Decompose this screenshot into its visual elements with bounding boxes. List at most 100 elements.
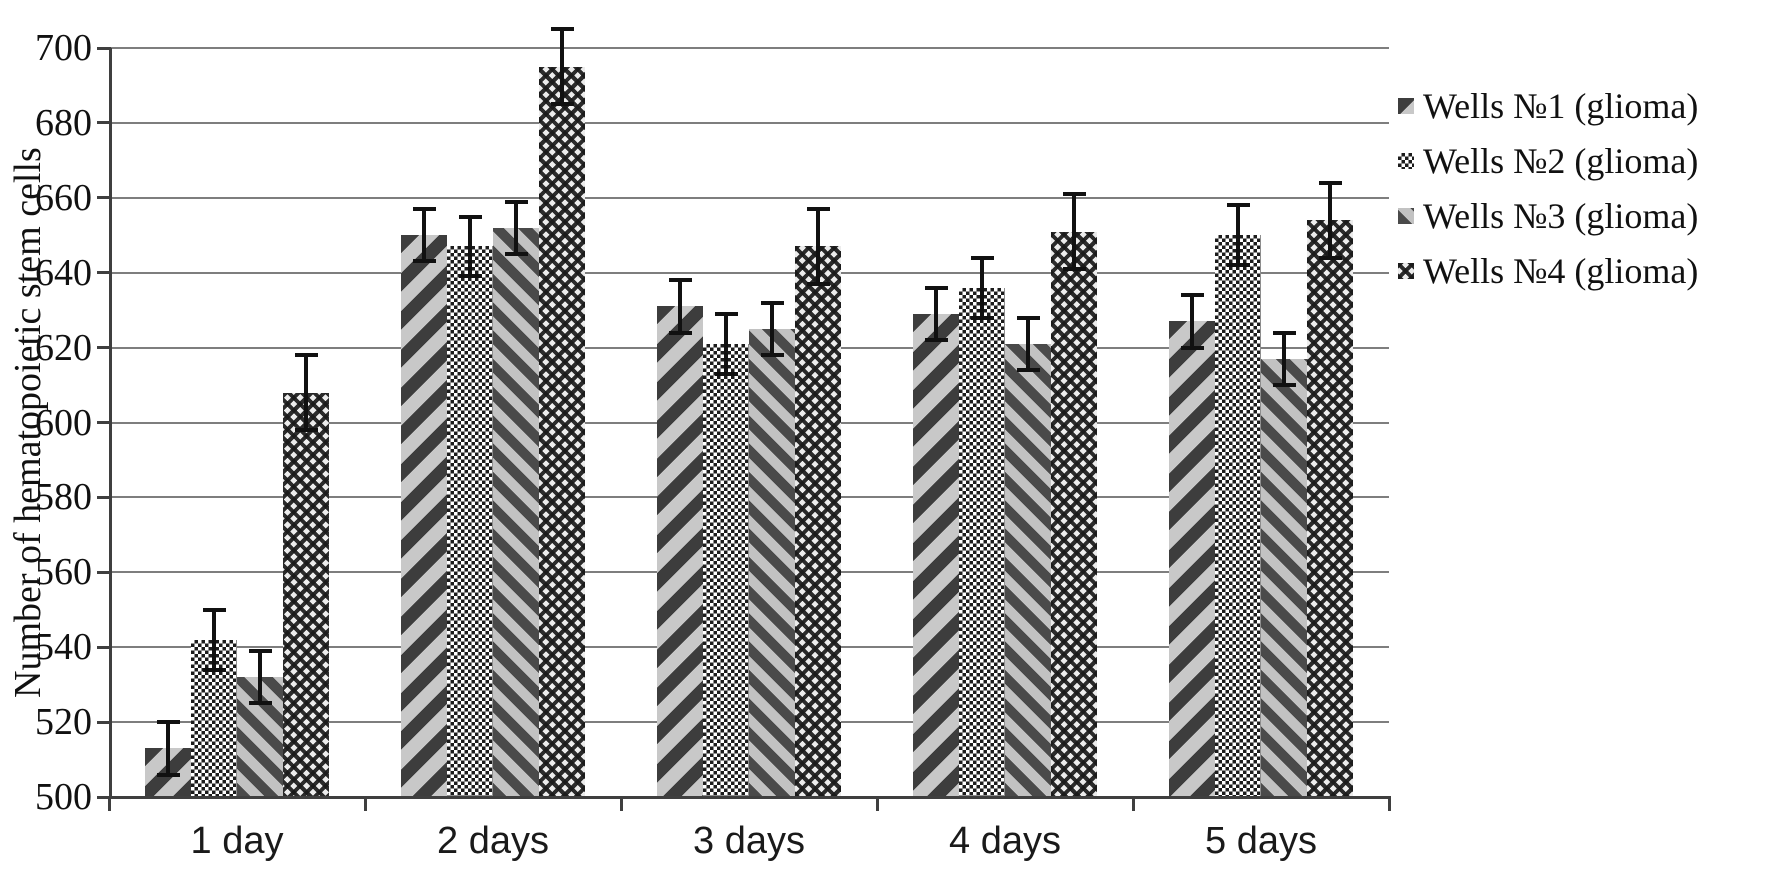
bar-s2-3days	[703, 343, 749, 797]
error-bar-bottom-cap	[412, 259, 436, 264]
error-bar-line	[678, 280, 682, 333]
x-category-label: 4 days	[949, 820, 1061, 862]
error-bar-bottom-cap	[248, 701, 272, 706]
bar-s4-3days	[795, 246, 841, 797]
error-bar-line	[468, 216, 472, 277]
error-bar-top-cap	[1272, 330, 1296, 335]
fine-checkerboard-swatch-icon	[1398, 152, 1414, 169]
error-bar-bottom-cap	[458, 274, 482, 279]
bar-s3-2days	[493, 227, 539, 797]
error-bar-bottom-cap	[202, 667, 226, 672]
y-tick-mark	[97, 346, 111, 350]
bar-s2-5days	[1215, 235, 1261, 797]
bar-s1-2days	[401, 235, 447, 797]
legend: Wells №1 (glioma) Wells №2 (glioma) Wells …	[1398, 78, 1698, 298]
x-tick-mark	[108, 798, 111, 811]
error-bar-line	[1328, 182, 1332, 258]
y-tick-mark	[97, 495, 111, 499]
error-bar-bottom-cap	[1226, 263, 1250, 268]
error-bar-bottom-cap	[1272, 383, 1296, 388]
bar-s4-2days	[539, 66, 585, 797]
bar-s1-5days	[1169, 321, 1215, 797]
bar-s1-3days	[657, 306, 703, 797]
x-tick-mark	[364, 798, 367, 811]
error-bar-line	[1282, 332, 1286, 386]
y-tick-label: 700	[35, 27, 92, 69]
gridline	[109, 196, 1389, 199]
legend-label: Wells №4 (glioma)	[1423, 250, 1699, 291]
error-bar-top-cap	[248, 648, 272, 653]
error-bar-bottom-cap	[1062, 266, 1086, 271]
bar-s2-2days	[447, 246, 493, 797]
error-bar-bottom-cap	[714, 371, 738, 376]
error-bar-top-cap	[970, 255, 994, 260]
error-bar-line	[258, 650, 262, 704]
diagonal-down-stripes-swatch-icon	[1398, 207, 1414, 224]
error-bar-top-cap	[504, 199, 528, 204]
legend-item: Wells №1 (glioma)	[1398, 78, 1698, 133]
error-bar-bottom-cap	[294, 427, 318, 432]
error-bar-line	[304, 355, 308, 430]
y-tick-label: 540	[35, 626, 92, 669]
error-bar-bottom-cap	[806, 281, 830, 286]
bar-s4-5days	[1307, 220, 1353, 797]
diamond-checkerboard-swatch-icon	[1398, 262, 1414, 279]
error-bar-bottom-cap	[970, 315, 994, 320]
y-tick-label: 580	[35, 476, 92, 519]
error-bar-line	[816, 209, 820, 284]
error-bar-bottom-cap	[668, 330, 692, 335]
bar-s2-4days	[959, 287, 1005, 797]
y-tick-mark	[97, 720, 111, 724]
error-bar-top-cap	[924, 285, 948, 290]
y-tick-mark	[97, 46, 111, 50]
error-bar-bottom-cap	[156, 772, 180, 777]
error-bar-top-cap	[458, 214, 482, 219]
error-bar-bottom-cap	[924, 338, 948, 343]
gridline	[109, 47, 1389, 49]
error-bar-line	[980, 257, 984, 318]
error-bar-bottom-cap	[504, 251, 528, 256]
y-tick-mark	[97, 645, 111, 649]
error-bar-top-cap	[1016, 315, 1040, 320]
x-tick-mark	[1388, 798, 1391, 811]
y-tick-mark	[97, 570, 111, 574]
x-category-label: 1 day	[190, 820, 284, 862]
bar-s4-4days	[1051, 231, 1097, 797]
legend-label: Wells №3 (glioma)	[1423, 195, 1699, 236]
y-tick-label: 680	[35, 101, 92, 144]
error-bar-bottom-cap	[550, 102, 574, 107]
y-tick-label: 500	[35, 776, 92, 818]
error-bar-line	[514, 201, 518, 254]
gridline	[109, 271, 1389, 274]
error-bar-line	[422, 209, 426, 262]
error-bar-line	[560, 29, 564, 105]
y-tick-mark	[97, 795, 111, 799]
error-bar-top-cap	[550, 27, 574, 32]
y-tick-mark	[97, 196, 111, 200]
error-bar-top-cap	[294, 353, 318, 358]
bar-s3-4days	[1005, 343, 1051, 797]
error-bar-top-cap	[668, 278, 692, 283]
x-category-label: 5 days	[1205, 820, 1317, 862]
error-bar-line	[724, 313, 728, 374]
bar-s4-1day	[283, 392, 329, 797]
error-bar-top-cap	[806, 207, 830, 212]
error-bar-top-cap	[156, 720, 180, 725]
error-bar-bottom-cap	[1318, 255, 1342, 260]
error-bar-line	[770, 302, 774, 356]
x-tick-mark	[876, 798, 879, 811]
error-bar-line	[1072, 194, 1076, 269]
x-category-label: 2 days	[437, 820, 549, 862]
error-bar-top-cap	[760, 300, 784, 305]
error-bar-top-cap	[1180, 293, 1204, 298]
y-tick-mark	[97, 121, 111, 125]
error-bar-line	[166, 722, 170, 775]
error-bar-top-cap	[1062, 192, 1086, 197]
error-bar-line	[1190, 295, 1194, 348]
error-bar-top-cap	[202, 607, 226, 612]
y-tick-label: 520	[35, 701, 92, 744]
bar-s3-5days	[1261, 358, 1307, 797]
x-tick-mark	[1132, 798, 1135, 811]
